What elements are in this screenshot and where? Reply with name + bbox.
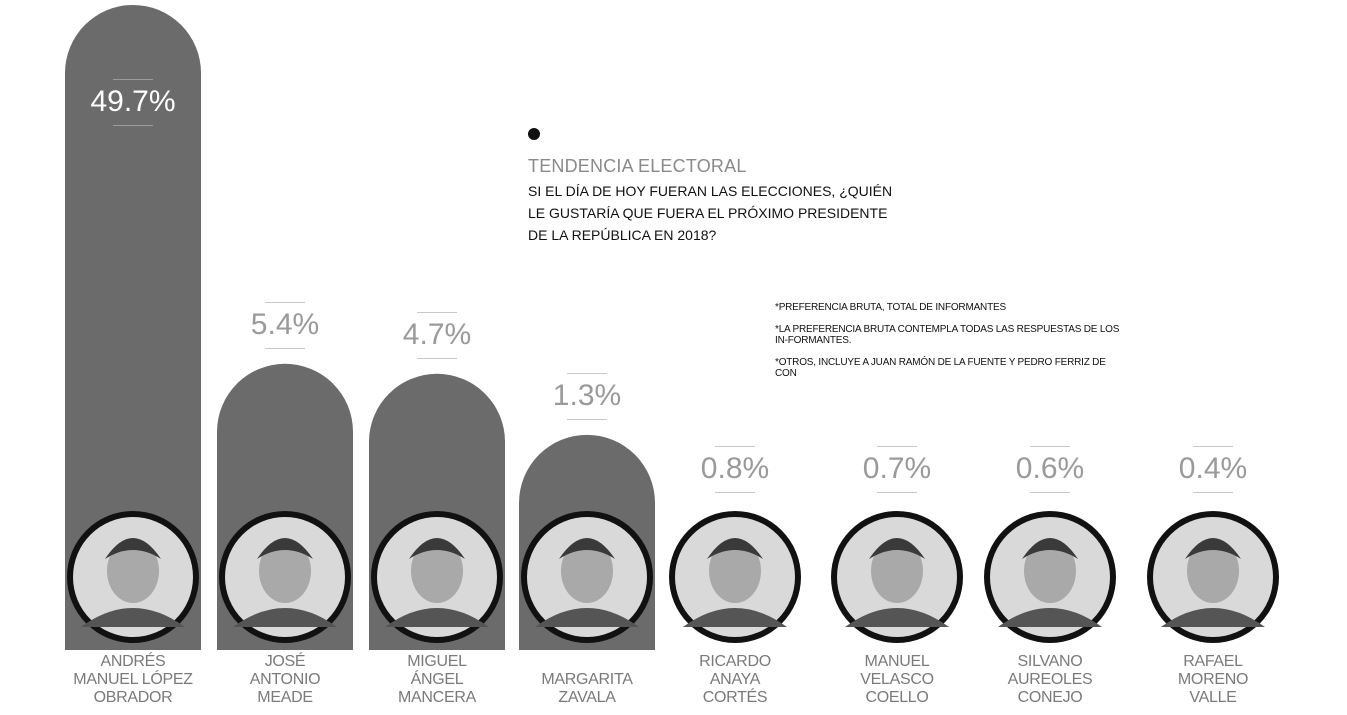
candidate-photo xyxy=(984,511,1116,643)
candidate-photo xyxy=(371,511,503,643)
footnote: *PREFERENCIA BRUTA, TOTAL DE INFORMANTES xyxy=(775,302,1006,313)
label-rule-top xyxy=(1193,446,1233,447)
label-rule-bottom xyxy=(877,492,917,493)
label-rule-top xyxy=(417,311,457,313)
candidate-name: MANUEL VELASCO COELLO xyxy=(860,653,934,706)
chart-kicker: TENDENCIA ELECTORAL xyxy=(528,156,747,176)
data-label: 5.4% xyxy=(250,307,320,341)
survey-question: SI EL DÍA DE HOY FUERAN LAS ELECCIONES, … xyxy=(528,182,893,243)
candidate-photo xyxy=(1147,511,1279,643)
data-label: 0.8% xyxy=(700,452,770,485)
candidate-name: SILVANO AUREOLES CONEJO xyxy=(1007,653,1093,706)
label-rule-top xyxy=(113,79,153,80)
data-label: 0.7% xyxy=(862,452,932,485)
data-label: 4.7% xyxy=(402,317,472,351)
candidate-photo xyxy=(67,511,199,643)
data-label: 1.3% xyxy=(552,378,622,412)
label-rule-top xyxy=(715,446,755,447)
candidate-name: MARGARITA ZAVALA xyxy=(541,671,633,706)
label-rule-top xyxy=(1030,446,1070,447)
label-rule-bottom xyxy=(715,492,755,493)
label-rule-bottom xyxy=(113,125,153,126)
candidate-name: RICARDO ANAYA CORTÉS xyxy=(699,653,771,706)
candidate-name: MIGUEL ÁNGEL MANCERA xyxy=(398,653,476,706)
candidate-photo xyxy=(669,511,801,643)
candidate-photo xyxy=(219,511,351,643)
candidate-name: ANDRÉS MANUEL LÓPEZ OBRADOR xyxy=(73,653,193,706)
data-label: 0.6% xyxy=(1015,452,1085,485)
survey-header: TENDENCIA ELECTORAL SI EL DÍA DE HOY FUE… xyxy=(528,128,908,246)
footnotes: *PREFERENCIA BRUTA, TOTAL DE INFORMANTES… xyxy=(775,302,1120,390)
candidate-photo xyxy=(831,511,963,643)
label-rule-bottom xyxy=(417,357,457,359)
footnote: *OTROS, INCLUYE A JUAN RAMÓN DE LA FUENT… xyxy=(775,357,1106,379)
label-rule-bottom xyxy=(1030,492,1070,493)
data-label: 0.4% xyxy=(1178,452,1248,485)
bar xyxy=(65,5,201,650)
label-rule-bottom xyxy=(567,418,607,420)
candidate-name: RAFAEL MORENO VALLE xyxy=(1177,653,1249,706)
footnote: *LA PREFERENCIA BRUTA CONTEMPLA TODAS LA… xyxy=(775,324,1120,346)
bullet-dot xyxy=(528,128,540,140)
label-rule-bottom xyxy=(265,347,305,349)
label-rule-top xyxy=(877,446,917,447)
data-label: 49.7% xyxy=(90,85,176,118)
label-rule-top xyxy=(265,301,305,303)
candidate-name: JOSÉ ANTONIO MEADE xyxy=(249,653,321,706)
candidate-photo xyxy=(521,511,653,643)
label-rule-top xyxy=(567,372,607,374)
label-rule-bottom xyxy=(1193,492,1233,493)
